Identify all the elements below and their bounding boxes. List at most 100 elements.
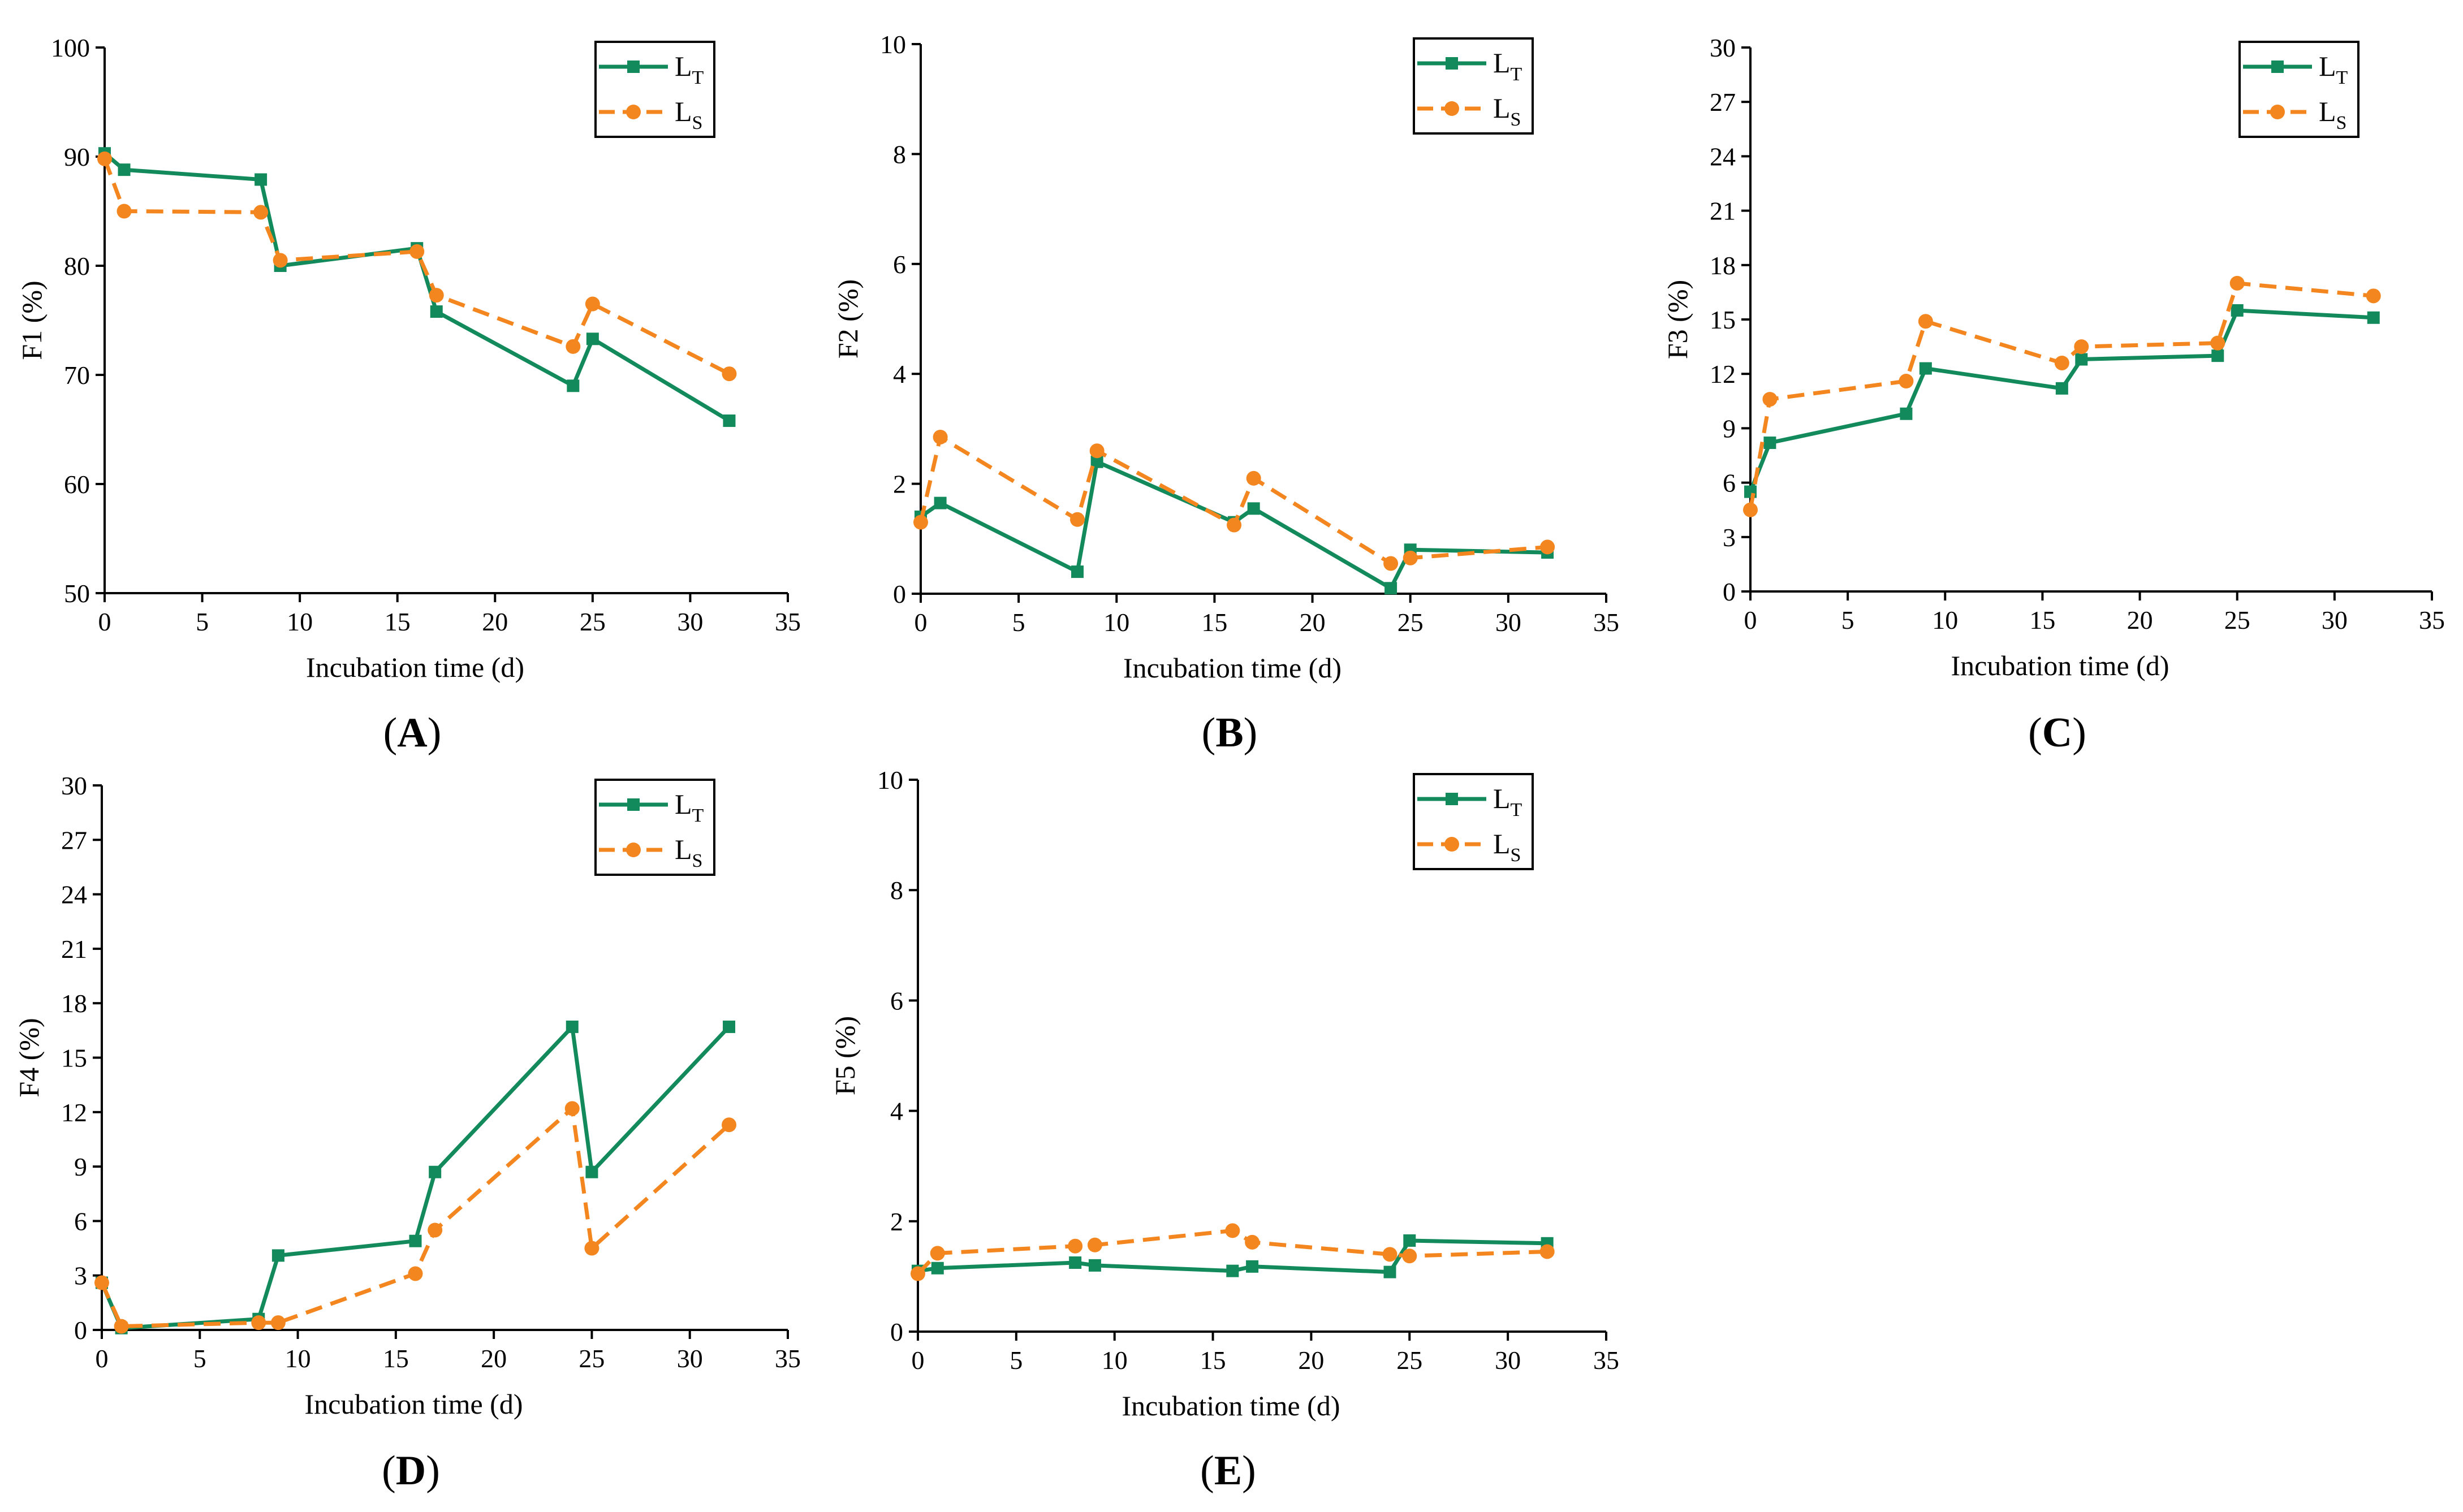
data-point-lt xyxy=(118,163,131,176)
y-axis-title: F2 (%) xyxy=(832,279,864,358)
y-tick-label: 80 xyxy=(64,252,90,280)
legend: LT LS xyxy=(2238,41,2360,138)
y-tick-label: 12 xyxy=(61,1098,87,1127)
x-tick-label: 0 xyxy=(912,1346,925,1375)
data-point-ls xyxy=(1246,470,1261,486)
legend-label-ls: LS xyxy=(1493,828,1521,866)
data-point-ls xyxy=(1403,550,1418,565)
x-tick-label: 35 xyxy=(1593,608,1619,637)
y-tick-label: 50 xyxy=(64,579,90,608)
series-lt xyxy=(98,147,736,427)
legend-marker-ls xyxy=(626,105,641,119)
data-point-ls xyxy=(1540,539,1555,555)
y-tick-label: 15 xyxy=(61,1044,87,1073)
x-tick-label: 5 xyxy=(1012,608,1025,637)
series-line-ls xyxy=(102,158,731,376)
y-tick-label: 4 xyxy=(890,1097,903,1126)
data-point-ls xyxy=(1539,1244,1555,1259)
data-point-lt xyxy=(723,1020,736,1033)
y-tick-label: 21 xyxy=(1710,197,1736,226)
data-point-lt xyxy=(566,1020,579,1033)
y-tick-label: 2 xyxy=(890,1207,903,1236)
legend-box xyxy=(2238,41,2360,138)
y-tick-label: 3 xyxy=(1723,523,1736,552)
panel-b: 0 5 10 15 20 25 30 35 0 2 4 6 8 10 Incubation time (d)… xyxy=(832,30,1619,756)
y-tick-label: 18 xyxy=(1710,251,1736,280)
panel-letter: D xyxy=(396,1448,426,1494)
legend-label-ls: LS xyxy=(2319,96,2346,133)
x-tick-label: 25 xyxy=(1397,608,1424,637)
data-point-lt xyxy=(2055,382,2068,395)
x-tick-label: 30 xyxy=(1495,608,1521,637)
data-point-ls xyxy=(428,1222,443,1238)
data-point-ls xyxy=(2366,288,2381,304)
data-point-lt xyxy=(723,414,736,427)
y-tick-label: 24 xyxy=(1710,142,1736,171)
data-point-lt xyxy=(1384,582,1397,595)
series-line-lt xyxy=(1748,308,2374,493)
data-point-ls xyxy=(253,205,269,220)
data-point-lt xyxy=(1226,1264,1239,1277)
x-tick-label: 10 xyxy=(285,1344,311,1373)
y-axis-title: F5 (%) xyxy=(829,1016,861,1095)
data-point-lt xyxy=(1088,1259,1101,1272)
y-tick-label: 10 xyxy=(880,30,906,59)
y-axis-title: F4 (%) xyxy=(13,1018,45,1097)
data-point-ls xyxy=(1089,443,1105,459)
x-tick-label: 15 xyxy=(1200,1346,1226,1375)
y-tick-label: 6 xyxy=(890,986,903,1015)
series-ls xyxy=(1743,275,2381,517)
y-tick-label: 27 xyxy=(61,826,87,854)
data-point-ls xyxy=(913,515,928,530)
legend-box xyxy=(594,779,715,876)
x-tick-label: 20 xyxy=(1298,1346,1324,1375)
x-tick-label: 30 xyxy=(677,607,703,636)
data-point-ls xyxy=(273,253,288,268)
data-point-ls xyxy=(1382,1247,1397,1262)
series-lt xyxy=(96,1020,736,1334)
x-tick-label: 35 xyxy=(775,1344,801,1373)
y-tick-label: 0 xyxy=(893,580,906,608)
data-point-ls xyxy=(2074,339,2089,355)
x-tick-label: 10 xyxy=(1103,608,1129,637)
data-point-ls xyxy=(930,1246,945,1261)
y-axis-title: F3 (%) xyxy=(1662,280,1693,359)
legend-marker-ls xyxy=(1444,837,1459,852)
data-point-lt xyxy=(255,173,268,186)
legend-marker-ls xyxy=(2270,105,2285,119)
data-point-lt xyxy=(934,496,947,509)
y-tick-label: 90 xyxy=(64,142,90,171)
legend-label-ls: LS xyxy=(675,96,702,133)
panel-d: 0 5 10 15 20 25 30 35 0 3 6 9 12 15 18 21 24 27 30 Incubati… xyxy=(13,771,801,1494)
x-tick-label: 0 xyxy=(98,607,111,636)
y-tick-label: 70 xyxy=(64,361,90,390)
x-tick-label: 30 xyxy=(1495,1346,1521,1375)
panel-label: (A) xyxy=(383,710,442,756)
data-point-ls xyxy=(409,244,425,259)
legend-label-lt: LT xyxy=(2319,50,2348,88)
legend-label-lt: LT xyxy=(675,788,704,826)
y-tick-label: 3 xyxy=(74,1262,87,1290)
y-tick-label: 9 xyxy=(74,1152,87,1181)
panel-e: 0 5 10 15 20 25 30 35 0 2 4 6 8 10 Incubation time (d)… xyxy=(829,766,1619,1494)
x-tick-label: 25 xyxy=(580,607,606,636)
panel-label: (D) xyxy=(382,1448,440,1494)
series-line-ls xyxy=(918,435,1548,565)
data-point-lt xyxy=(1071,565,1084,578)
x-axis-title: Incubation time (d) xyxy=(305,1388,523,1420)
panel-letter: C xyxy=(2042,710,2072,756)
data-point-ls xyxy=(2210,335,2225,351)
panel-label: (E) xyxy=(1200,1448,1256,1494)
x-tick-label: 15 xyxy=(383,1344,409,1373)
x-tick-label: 35 xyxy=(2419,606,2445,634)
data-point-ls xyxy=(1070,512,1085,527)
data-point-lt xyxy=(1900,407,1913,420)
data-point-lt xyxy=(271,1249,284,1262)
data-point-lt xyxy=(2367,311,2380,324)
y-tick-label: 27 xyxy=(1710,88,1736,116)
legend: LT LS xyxy=(594,41,715,138)
series-ls xyxy=(913,429,1555,571)
data-point-lt xyxy=(1403,1234,1416,1247)
legend-marker-lt xyxy=(2271,61,2284,73)
x-axis-title: Incubation time (d) xyxy=(1951,650,2169,681)
